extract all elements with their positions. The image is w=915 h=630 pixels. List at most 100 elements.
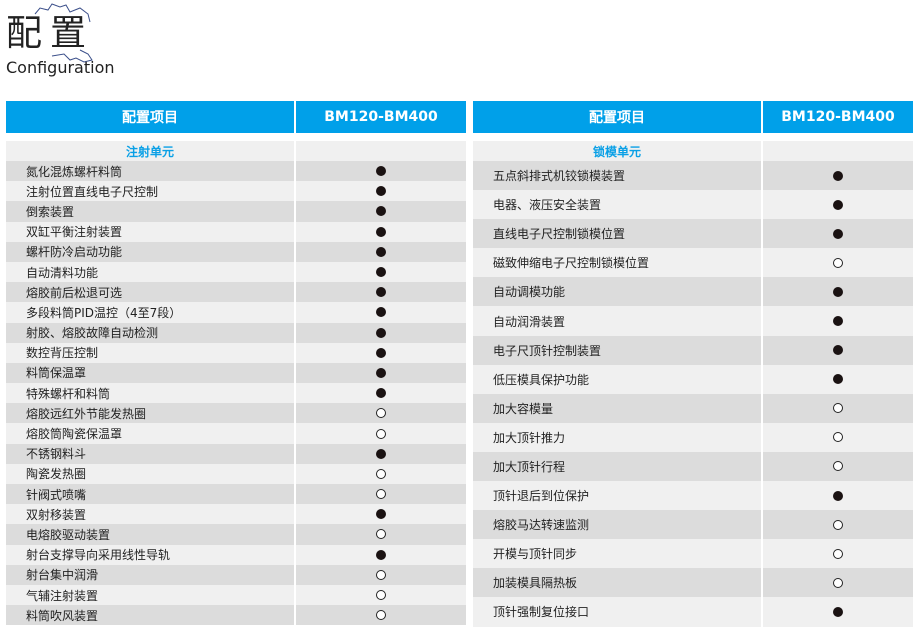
table-row: 双缸平衡注射装置 [6, 221, 466, 242]
empty-circle-icon [833, 403, 843, 414]
empty-circle-icon [376, 610, 386, 621]
table-row: 熔胶远红外节能发热圈 [6, 403, 466, 424]
empty-circle-icon [833, 257, 843, 268]
table-row: 磁致伸缩电子尺控制锁模位置 [473, 248, 913, 278]
table-row: 加大顶针推力 [473, 422, 913, 452]
section-row: 锁模单元 [473, 141, 913, 161]
feature-label: 熔胶马达转速监测 [493, 518, 590, 533]
feature-label: 不锈钢料斗 [26, 447, 87, 462]
feature-label: 顶针强制复位接口 [493, 605, 590, 620]
empty-circle-icon [376, 529, 386, 540]
filled-circle-icon [376, 246, 386, 257]
table-row: 开模与顶针同步 [473, 539, 913, 569]
empty-circle-icon [833, 519, 843, 530]
feature-label: 氮化混炼螺杆料筒 [26, 164, 123, 179]
feature-label: 开模与顶针同步 [493, 547, 578, 562]
feature-label: 螺杆防冷启动功能 [26, 245, 123, 260]
table-row: 熔胶马达转速监测 [473, 510, 913, 540]
feature-label: 直线电子尺控制锁模位置 [493, 227, 626, 242]
page-title: 配置 [6, 13, 95, 54]
feature-label: 自动润滑装置 [493, 314, 566, 329]
filled-circle-icon [833, 286, 843, 297]
filled-circle-icon [833, 606, 843, 617]
feature-label: 多段料筒PID温控（4至7段） [26, 305, 182, 320]
filled-circle-icon [376, 509, 386, 520]
column-header-item: 配置项目 [589, 110, 645, 126]
feature-label: 陶瓷发热圈 [26, 467, 87, 482]
table-row: 加大顶针行程 [473, 451, 913, 482]
table-row: 不锈钢料斗 [6, 443, 466, 464]
filled-circle-icon [376, 448, 386, 459]
feature-label: 加装模具隔热板 [493, 576, 578, 591]
table-header: 配置项目 BM120-BM400 [6, 101, 466, 133]
feature-label: 加大顶针行程 [493, 459, 566, 474]
feature-label: 熔胶筒陶瓷保温罩 [26, 427, 123, 442]
feature-label: 气辅注射装置 [26, 588, 99, 603]
feature-label: 加大容模量 [493, 401, 554, 416]
clamping-unit-table: 配置项目 BM120-BM400 锁模单元 五点斜排式机铰锁模装置电器、液压安全装… [473, 101, 913, 627]
filled-circle-icon [833, 374, 843, 385]
filled-circle-icon [833, 199, 843, 210]
feature-label: 熔胶远红外节能发热圈 [26, 406, 147, 421]
filled-circle-icon [833, 490, 843, 501]
table-row: 顶针强制复位接口 [473, 597, 913, 627]
section-row: 注射单元 [6, 141, 466, 161]
filled-circle-icon [376, 287, 386, 298]
filled-circle-icon [376, 327, 386, 338]
table-row: 低压模具保护功能 [473, 364, 913, 394]
table-row: 料筒保温罩 [6, 362, 466, 384]
feature-label: 射胶、熔胶故障自动检测 [26, 326, 159, 341]
table-row: 直线电子尺控制锁模位置 [473, 219, 913, 249]
section-title: 注射单元 [125, 144, 174, 159]
feature-label: 熔胶前后松退可选 [26, 285, 123, 300]
feature-label: 五点斜排式机铰锁模装置 [493, 169, 626, 184]
page-subtitle: Configuration [6, 58, 115, 77]
column-header-item: 配置项目 [122, 110, 178, 126]
filled-circle-icon [833, 170, 843, 181]
feature-label: 针阀式喷嘴 [26, 487, 87, 502]
table-row: 针阀式喷嘴 [6, 484, 466, 505]
column-header-model: BM120-BM400 [761, 101, 913, 133]
table-row: 倒索装置 [6, 201, 466, 222]
empty-circle-icon [833, 461, 843, 472]
table-row: 射台集中润滑 [6, 564, 466, 585]
feature-label: 磁致伸缩电子尺控制锁模位置 [493, 256, 650, 271]
table-row: 料筒吹风装置 [6, 605, 466, 626]
table-row: 加大容模量 [473, 393, 913, 423]
feature-label: 料筒吹风装置 [26, 608, 99, 623]
table-row: 螺杆防冷启动功能 [6, 241, 466, 262]
feature-label: 射台支撑导向采用线性导轨 [26, 548, 171, 563]
feature-label: 电熔胶驱动装置 [26, 527, 111, 542]
filled-circle-icon [833, 316, 843, 327]
table-row: 数控背压控制 [6, 342, 466, 363]
table-row: 五点斜排式机铰锁模装置 [473, 161, 913, 191]
empty-circle-icon [376, 569, 386, 580]
empty-circle-icon [833, 548, 843, 559]
feature-label: 低压模具保护功能 [493, 372, 590, 387]
feature-label: 顶针退后到位保护 [493, 489, 590, 504]
filled-circle-icon [833, 228, 843, 239]
filled-circle-icon [376, 549, 386, 560]
table-row: 氮化混炼螺杆料筒 [6, 161, 466, 182]
injection-unit-table: 配置项目 BM120-BM400 注射单元 氮化混炼螺杆料筒注射位置直线电子尺控制… [6, 101, 466, 626]
empty-circle-icon [376, 489, 386, 500]
feature-label: 注射位置直线电子尺控制 [26, 184, 159, 199]
feature-label: 射台集中润滑 [26, 568, 99, 583]
empty-circle-icon [376, 590, 386, 601]
gear-outline-icon [34, 3, 93, 63]
feature-label: 料筒保温罩 [26, 366, 87, 381]
filled-circle-icon [376, 347, 386, 358]
table-row: 特殊螺杆和料筒 [6, 383, 466, 404]
table-row: 多段料筒PID温控（4至7段） [6, 302, 466, 323]
column-header-model: BM120-BM400 [294, 101, 466, 133]
filled-circle-icon [376, 186, 386, 197]
empty-circle-icon [833, 432, 843, 443]
table-row: 双射移装置 [6, 504, 466, 525]
filled-circle-icon [376, 166, 386, 177]
table-row: 注射位置直线电子尺控制 [6, 181, 466, 202]
feature-label: 倒索装置 [26, 204, 75, 219]
table-row: 电器、液压安全装置 [473, 190, 913, 220]
empty-circle-icon [376, 408, 386, 419]
filled-circle-icon [376, 267, 386, 278]
filled-circle-icon [376, 226, 386, 237]
